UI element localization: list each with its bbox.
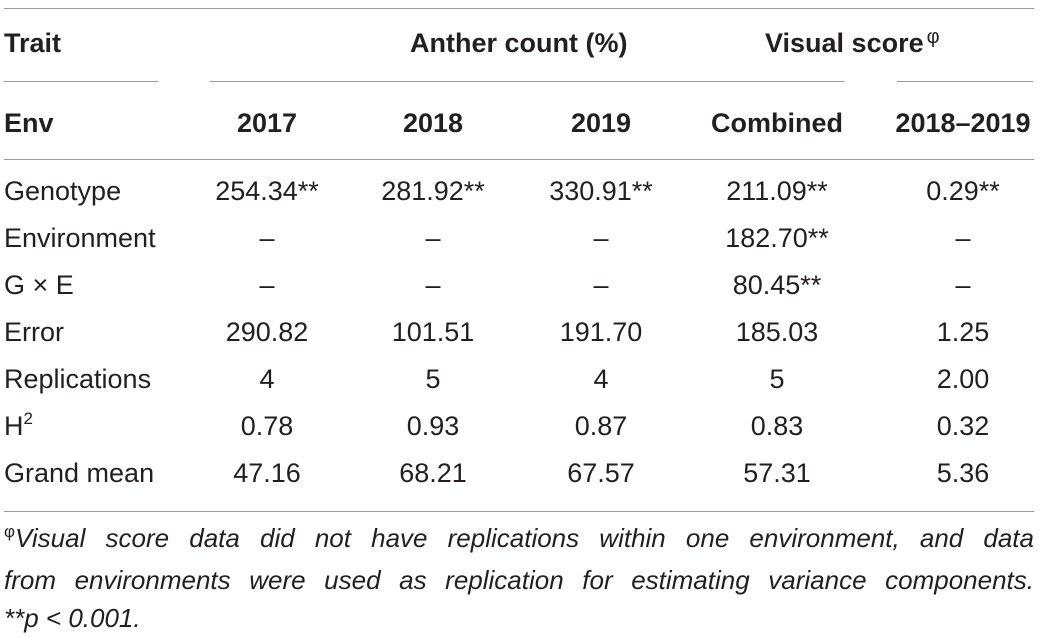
cell-combined: 185.03 xyxy=(735,317,819,347)
cell-2018-2019: 5.36 xyxy=(936,458,990,488)
cell-2017: 254.34** xyxy=(215,176,319,206)
cell-2018: – xyxy=(425,223,441,253)
footnote-line-2: from environments were used as replicati… xyxy=(4,565,1034,595)
cell-2017: 47.16 xyxy=(233,458,301,488)
row-label: Replications xyxy=(4,364,152,394)
cell-combined: 5 xyxy=(769,364,785,394)
cell-combined: 211.09** xyxy=(726,176,828,206)
cell-2018-2019: 2.00 xyxy=(936,364,990,394)
cell-2017: 4 xyxy=(259,364,275,394)
visual-underline xyxy=(897,81,1033,82)
cell-2018-2019: 0.29** xyxy=(926,176,1000,206)
cell-2018: 281.92** xyxy=(381,176,485,206)
column-header-2017: 2017 xyxy=(236,108,298,138)
header-bottom-rule xyxy=(4,159,1034,160)
cell-2018: 5 xyxy=(425,364,441,394)
cell-2019: 4 xyxy=(593,364,609,394)
row-label: Grand mean xyxy=(4,458,155,488)
cell-2019: – xyxy=(593,270,609,300)
cell-2017: – xyxy=(259,223,275,253)
cell-combined: 0.83 xyxy=(750,411,804,441)
cell-2019: 330.91** xyxy=(549,176,653,206)
header-visual-score-marker: φ xyxy=(926,26,940,48)
row-label: Environment xyxy=(4,223,156,253)
cell-2019: – xyxy=(593,223,609,253)
footnote-marker: φ xyxy=(4,522,16,541)
column-header-2018: 2018 xyxy=(402,108,464,138)
anther-underline xyxy=(210,81,844,82)
footnote-significance: **p < 0.001. xyxy=(4,603,141,633)
cell-2018: 0.93 xyxy=(406,411,460,441)
cell-2018-2019: 0.32 xyxy=(936,411,990,441)
cell-2018-2019: 1.25 xyxy=(936,317,990,347)
row-label-base: H xyxy=(4,411,24,441)
row-label: G × E xyxy=(4,270,74,300)
header-trait: Trait xyxy=(4,28,62,58)
column-header-2019: 2019 xyxy=(570,108,632,138)
row-label: Genotype xyxy=(4,176,122,206)
cell-2017: – xyxy=(259,270,275,300)
header-visual-score: Visual score φ xyxy=(765,26,940,59)
column-header-2018-2019: 2018–2019 xyxy=(895,108,1031,138)
row-label-superscript: 2 xyxy=(23,409,33,428)
header-visual-score-text: Visual score xyxy=(765,28,924,58)
cell-combined: 57.31 xyxy=(743,458,811,488)
footnote-line-1: φVisual score data did not have replicat… xyxy=(4,519,1034,561)
header-env: Env xyxy=(4,108,54,138)
cell-2017: 0.78 xyxy=(240,411,294,441)
cell-2019: 67.57 xyxy=(567,458,635,488)
footnote-line-1-text: Visual score data did not have replicati… xyxy=(15,523,1034,553)
cell-2017: 290.82 xyxy=(225,317,309,347)
table-top-rule xyxy=(4,8,1034,9)
cell-2018: 68.21 xyxy=(399,458,467,488)
cell-2018-2019: – xyxy=(955,270,971,300)
table-bottom-rule xyxy=(4,511,1034,512)
row-label: H2 xyxy=(4,409,33,442)
table-footnote: φVisual score data did not have replicat… xyxy=(4,519,1034,637)
cell-2018: 101.51 xyxy=(391,317,475,347)
cell-2018-2019: – xyxy=(955,223,971,253)
cell-2018: – xyxy=(425,270,441,300)
header-anther-count: Anther count (%) xyxy=(410,28,628,58)
column-header-combined: Combined xyxy=(711,108,843,138)
cell-2019: 191.70 xyxy=(559,317,643,347)
cell-combined: 182.70** xyxy=(725,223,829,253)
cell-2019: 0.87 xyxy=(574,411,628,441)
row-label: Error xyxy=(4,317,64,347)
trait-underline xyxy=(4,81,158,82)
cell-combined: 80.45** xyxy=(732,270,822,300)
